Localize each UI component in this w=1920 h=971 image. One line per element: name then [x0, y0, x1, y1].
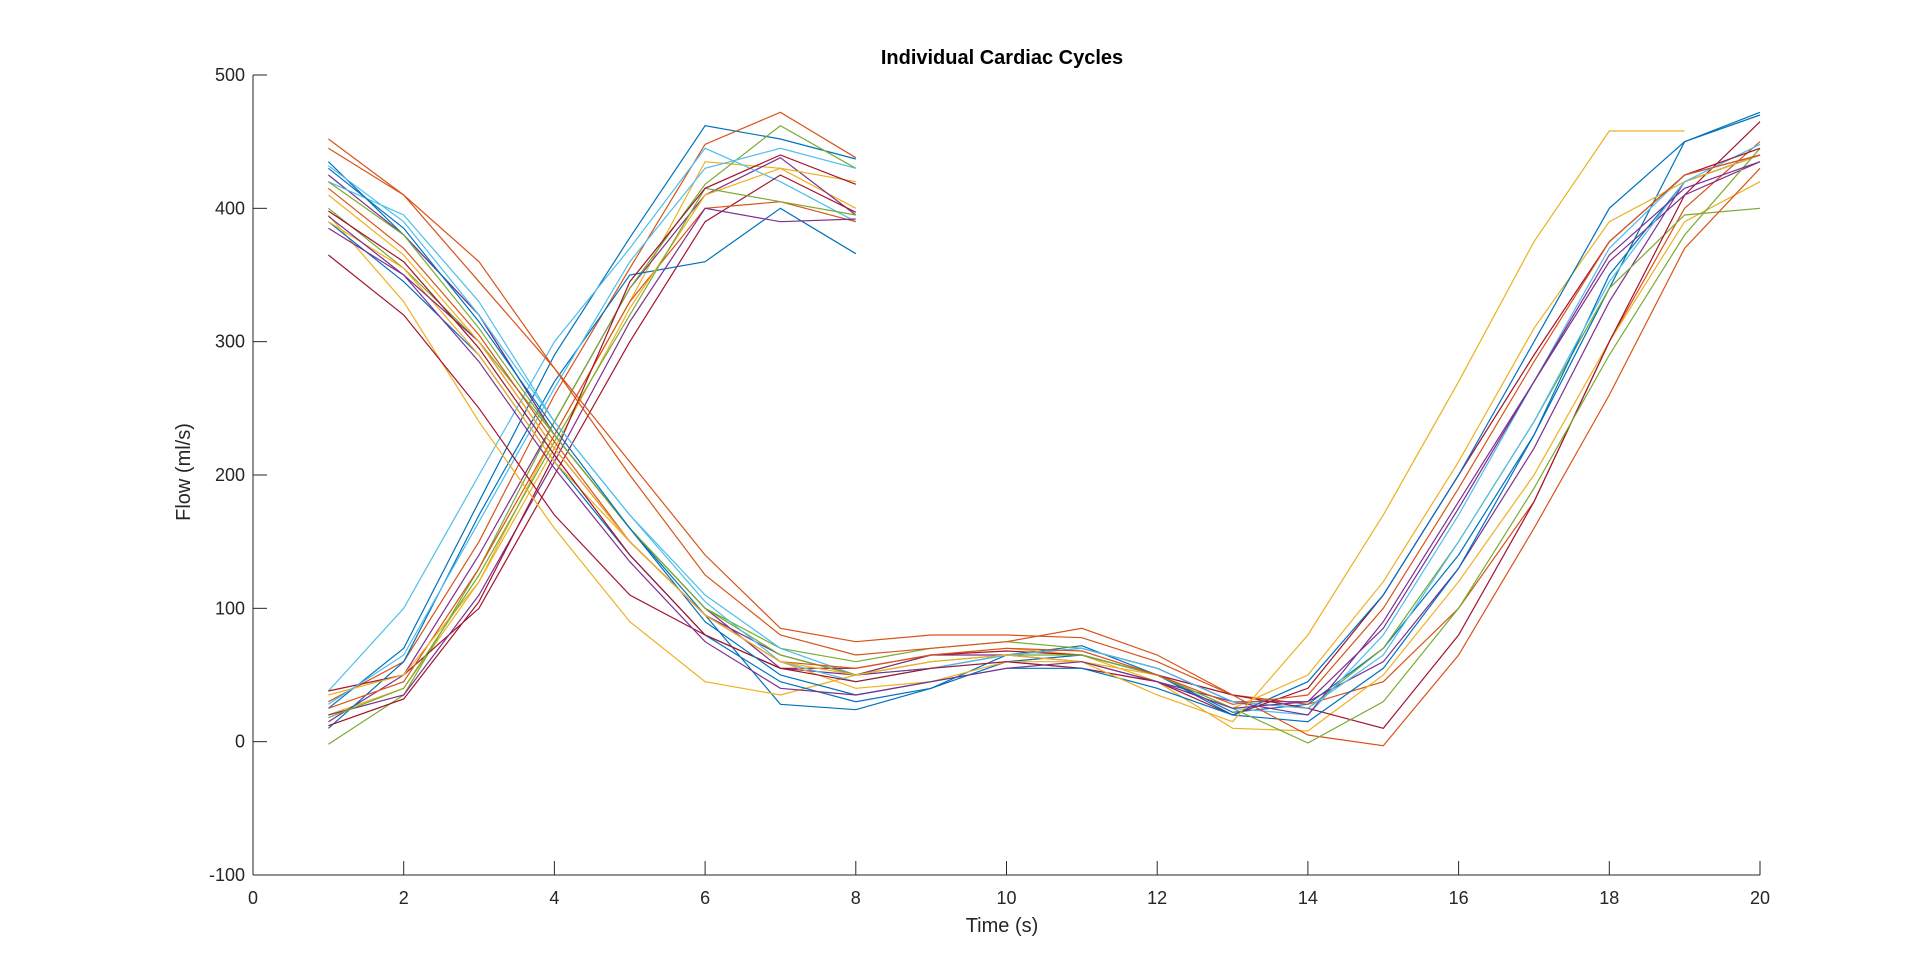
series-line-11 [328, 207, 856, 716]
y-tick-label: 500 [215, 65, 245, 85]
series-line-23 [328, 147, 1761, 747]
x-tick-label: 6 [700, 888, 710, 908]
series-line-6 [327, 147, 857, 692]
x-tick-label: 18 [1599, 888, 1619, 908]
series-line-5 [328, 124, 857, 745]
y-tick-label: 0 [235, 732, 245, 752]
x-tick-label: 8 [851, 888, 861, 908]
series-line-27 [328, 143, 1761, 709]
series-line-30 [328, 154, 1761, 705]
series-line-21 [328, 121, 1761, 729]
series-line-13 [328, 147, 856, 705]
series-line-18 [328, 154, 1761, 703]
y-axis-label: Flow (ml/s) [173, 423, 195, 521]
series-line-19 [328, 207, 1761, 709]
series-line-20 [328, 154, 1761, 716]
y-tick-label: 100 [215, 598, 245, 618]
x-tick-label: 2 [399, 888, 409, 908]
series-group [327, 111, 1761, 747]
y-tick-label: 300 [215, 332, 245, 352]
x-tick-label: 0 [248, 888, 258, 908]
chart-title: Individual Cardiac Cycles [881, 47, 1123, 69]
x-tick-label: 20 [1750, 888, 1770, 908]
series-line-31 [328, 130, 1685, 723]
y-tick-label: 400 [215, 198, 245, 218]
y-tick-label: 200 [215, 465, 245, 485]
series-line-8 [328, 207, 857, 729]
x-axis-label: Time (s) [966, 915, 1039, 937]
series-line-2 [328, 111, 857, 703]
series-line-1 [328, 125, 856, 709]
series-line-14 [328, 154, 857, 727]
series-line-24 [328, 154, 1761, 709]
x-tick-label: 12 [1147, 888, 1167, 908]
series-line-10 [328, 167, 856, 696]
y-tick-label: -100 [209, 865, 245, 885]
series-line-26 [328, 147, 1761, 744]
series-line-16 [328, 138, 1761, 705]
series-line-12 [328, 187, 856, 719]
x-tick-label: 10 [996, 888, 1016, 908]
series-line-32 [328, 161, 1761, 709]
x-tick-label: 14 [1298, 888, 1318, 908]
x-tick-label: 16 [1449, 888, 1469, 908]
series-line-4 [328, 156, 857, 723]
x-tick-label: 4 [549, 888, 559, 908]
series-line-29 [328, 114, 1761, 716]
